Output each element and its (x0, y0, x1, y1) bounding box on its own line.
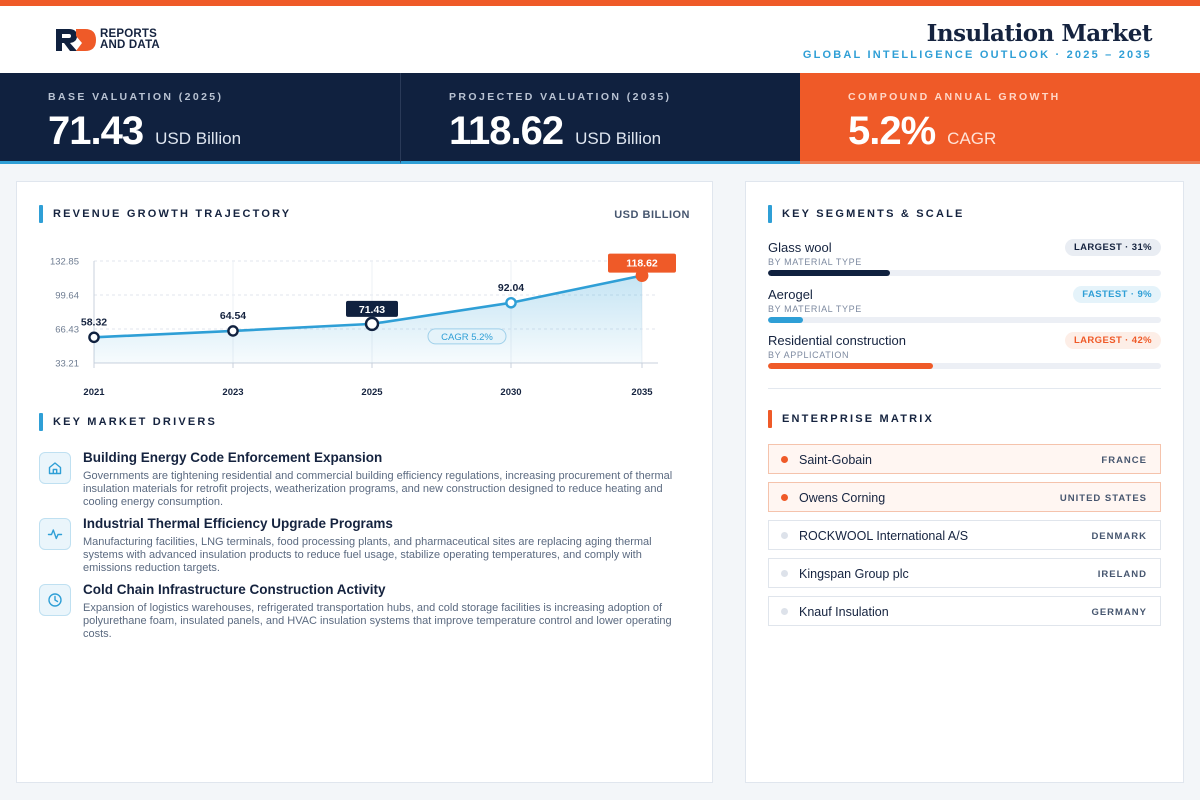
segment-category: BY APPLICATION (768, 350, 850, 360)
segment-name: Residential construction (768, 333, 907, 348)
enterprise-row[interactable]: Knauf Insulation GERMANY (768, 596, 1161, 626)
chart-unit-label: USD BILLION (614, 209, 690, 221)
data-point (364, 316, 380, 332)
x-tick-label: 2030 (500, 387, 521, 398)
segment-bar-fill (768, 270, 890, 276)
page-header: REPORTS AND DATA Insulation Market GLOBA… (0, 6, 1200, 73)
status-dot (781, 494, 788, 501)
kpi-base-valuation: BASE VALUATION (2025) 71.43 USD Billion (0, 73, 400, 164)
segment-badge: FASTEST · 9% (1073, 286, 1161, 303)
data-label: 71.43 (359, 304, 385, 316)
company-country: UNITED STATES (1059, 493, 1147, 504)
kpi-unit: CAGR (947, 129, 997, 148)
left-panel: REVENUE GROWTH TRAJECTORY USD BILLION 13… (16, 181, 713, 783)
company-country: DENMARK (1091, 531, 1147, 542)
company-country: IRELAND (1097, 569, 1147, 580)
y-tick-label: 33.21 (55, 359, 79, 370)
activity-icon (39, 518, 71, 550)
company-country: GERMANY (1091, 607, 1147, 618)
segment-category: BY MATERIAL TYPE (768, 257, 862, 267)
data-point (88, 331, 100, 344)
driver-description: Governments are tightening residential a… (83, 470, 673, 508)
status-dot (781, 570, 788, 577)
kpi-cagr: COMPOUND ANNUAL GROWTH 5.2% CAGR (800, 73, 1200, 164)
kpi-value: 71.43 (48, 109, 144, 153)
driver-title: Cold Chain Infrastructure Construction A… (83, 582, 386, 597)
data-label-box (346, 300, 398, 317)
company-name: Owens Corning (799, 491, 886, 505)
logo-mark-icon (56, 29, 96, 51)
kpi-label: BASE VALUATION (2025) (48, 91, 224, 103)
segment-bar-track (768, 363, 1161, 369)
segment-bar-fill (768, 317, 804, 323)
segment-name: Glass wool (768, 240, 832, 255)
revenue-chart: 132.85 99.64 66.43 33.21 CAGR 5.2% 58.32 64.54… (50, 253, 676, 398)
enterprise-section-title: ENTERPRISE MATRIX (768, 410, 934, 428)
segment-category: BY MATERIAL TYPE (768, 304, 862, 314)
segment-bar-fill (768, 363, 934, 369)
page-subtitle: GLOBAL INTELLIGENCE OUTLOOK · 2025 – 203… (802, 49, 1152, 61)
segment-name: Aerogel (768, 287, 813, 302)
drivers-section-title: KEY MARKET DRIVERS (39, 413, 217, 431)
kpi-unit: USD Billion (575, 129, 662, 148)
revenue-section-title: REVENUE GROWTH TRAJECTORY (39, 205, 291, 223)
enterprise-row[interactable]: Kingspan Group plc IRELAND (768, 558, 1161, 588)
company-name: ROCKWOOL International A/S (799, 529, 969, 543)
company-name: Saint-Gobain (799, 453, 872, 467)
segment-badge: LARGEST · 31% (1064, 239, 1161, 256)
segment-bar-track (768, 270, 1161, 276)
page-title: Insulation Market (926, 20, 1153, 47)
company-name: Knauf Insulation (799, 605, 889, 619)
section-divider (768, 388, 1161, 389)
kpi-strip: BASE VALUATION (2025) 71.43 USD Billion … (0, 73, 1200, 164)
data-point (227, 325, 239, 337)
x-tick-label: 2035 (631, 387, 653, 398)
segment-badge: LARGEST · 42% (1064, 332, 1161, 349)
clock-icon (39, 584, 71, 616)
status-dot (781, 608, 788, 615)
y-tick-label: 99.64 (55, 290, 79, 301)
segments-section-title: KEY SEGMENTS & SCALE (768, 205, 965, 223)
brand-name: REPORTS AND DATA (100, 28, 160, 51)
x-tick-label: 2025 (361, 387, 383, 398)
cagr-annotation-pill (427, 328, 507, 345)
y-tick-label: 132.85 (50, 257, 79, 268)
right-panel: KEY SEGMENTS & SCALE Glass wool BY MATER… (745, 181, 1184, 783)
data-label: 92.04 (498, 282, 524, 294)
company-name: Kingspan Group plc (799, 567, 909, 581)
y-tick-label: 66.43 (55, 324, 79, 335)
x-tick-label: 2023 (222, 387, 243, 398)
enterprise-row[interactable]: Owens Corning UNITED STATES (768, 482, 1161, 512)
data-label: 58.32 (81, 316, 107, 328)
top-accent-bar (0, 0, 1200, 6)
segment-bar-track (768, 317, 1161, 323)
driver-description: Expansion of logistics warehouses, refri… (83, 602, 672, 640)
kpi-value: 5.2% (848, 109, 936, 153)
kpi-projected-valuation: PROJECTED VALUATION (2035) 118.62 USD Bi… (400, 73, 800, 164)
driver-title: Industrial Thermal Efficiency Upgrade Pr… (83, 516, 393, 531)
status-dot (781, 532, 788, 539)
kpi-label: PROJECTED VALUATION (2035) (449, 91, 672, 103)
data-label-box (608, 253, 676, 273)
data-label: 64.54 (220, 310, 246, 322)
kpi-value: 118.62 (449, 109, 564, 153)
x-tick-label: 2021 (83, 387, 105, 398)
enterprise-row[interactable]: ROCKWOOL International A/S DENMARK (768, 520, 1161, 550)
brand-line-1: REPORTS (100, 28, 157, 40)
kpi-unit: USD Billion (155, 129, 242, 148)
kpi-label: COMPOUND ANNUAL GROWTH (848, 91, 1061, 103)
company-country: FRANCE (1101, 455, 1147, 466)
driver-description: Manufacturing facilities, LNG terminals,… (83, 536, 652, 574)
data-label: 118.62 (626, 258, 658, 270)
brand-logo[interactable]: REPORTS AND DATA (55, 28, 160, 52)
home-icon (39, 452, 71, 484)
status-dot (781, 456, 788, 463)
brand-line-2: AND DATA (100, 39, 160, 51)
data-point (505, 296, 517, 309)
cagr-annotation-text: CAGR 5.2% (441, 332, 493, 343)
enterprise-row[interactable]: Saint-Gobain FRANCE (768, 444, 1161, 474)
revenue-area (94, 275, 642, 363)
driver-title: Building Energy Code Enforcement Expansi… (83, 450, 383, 465)
